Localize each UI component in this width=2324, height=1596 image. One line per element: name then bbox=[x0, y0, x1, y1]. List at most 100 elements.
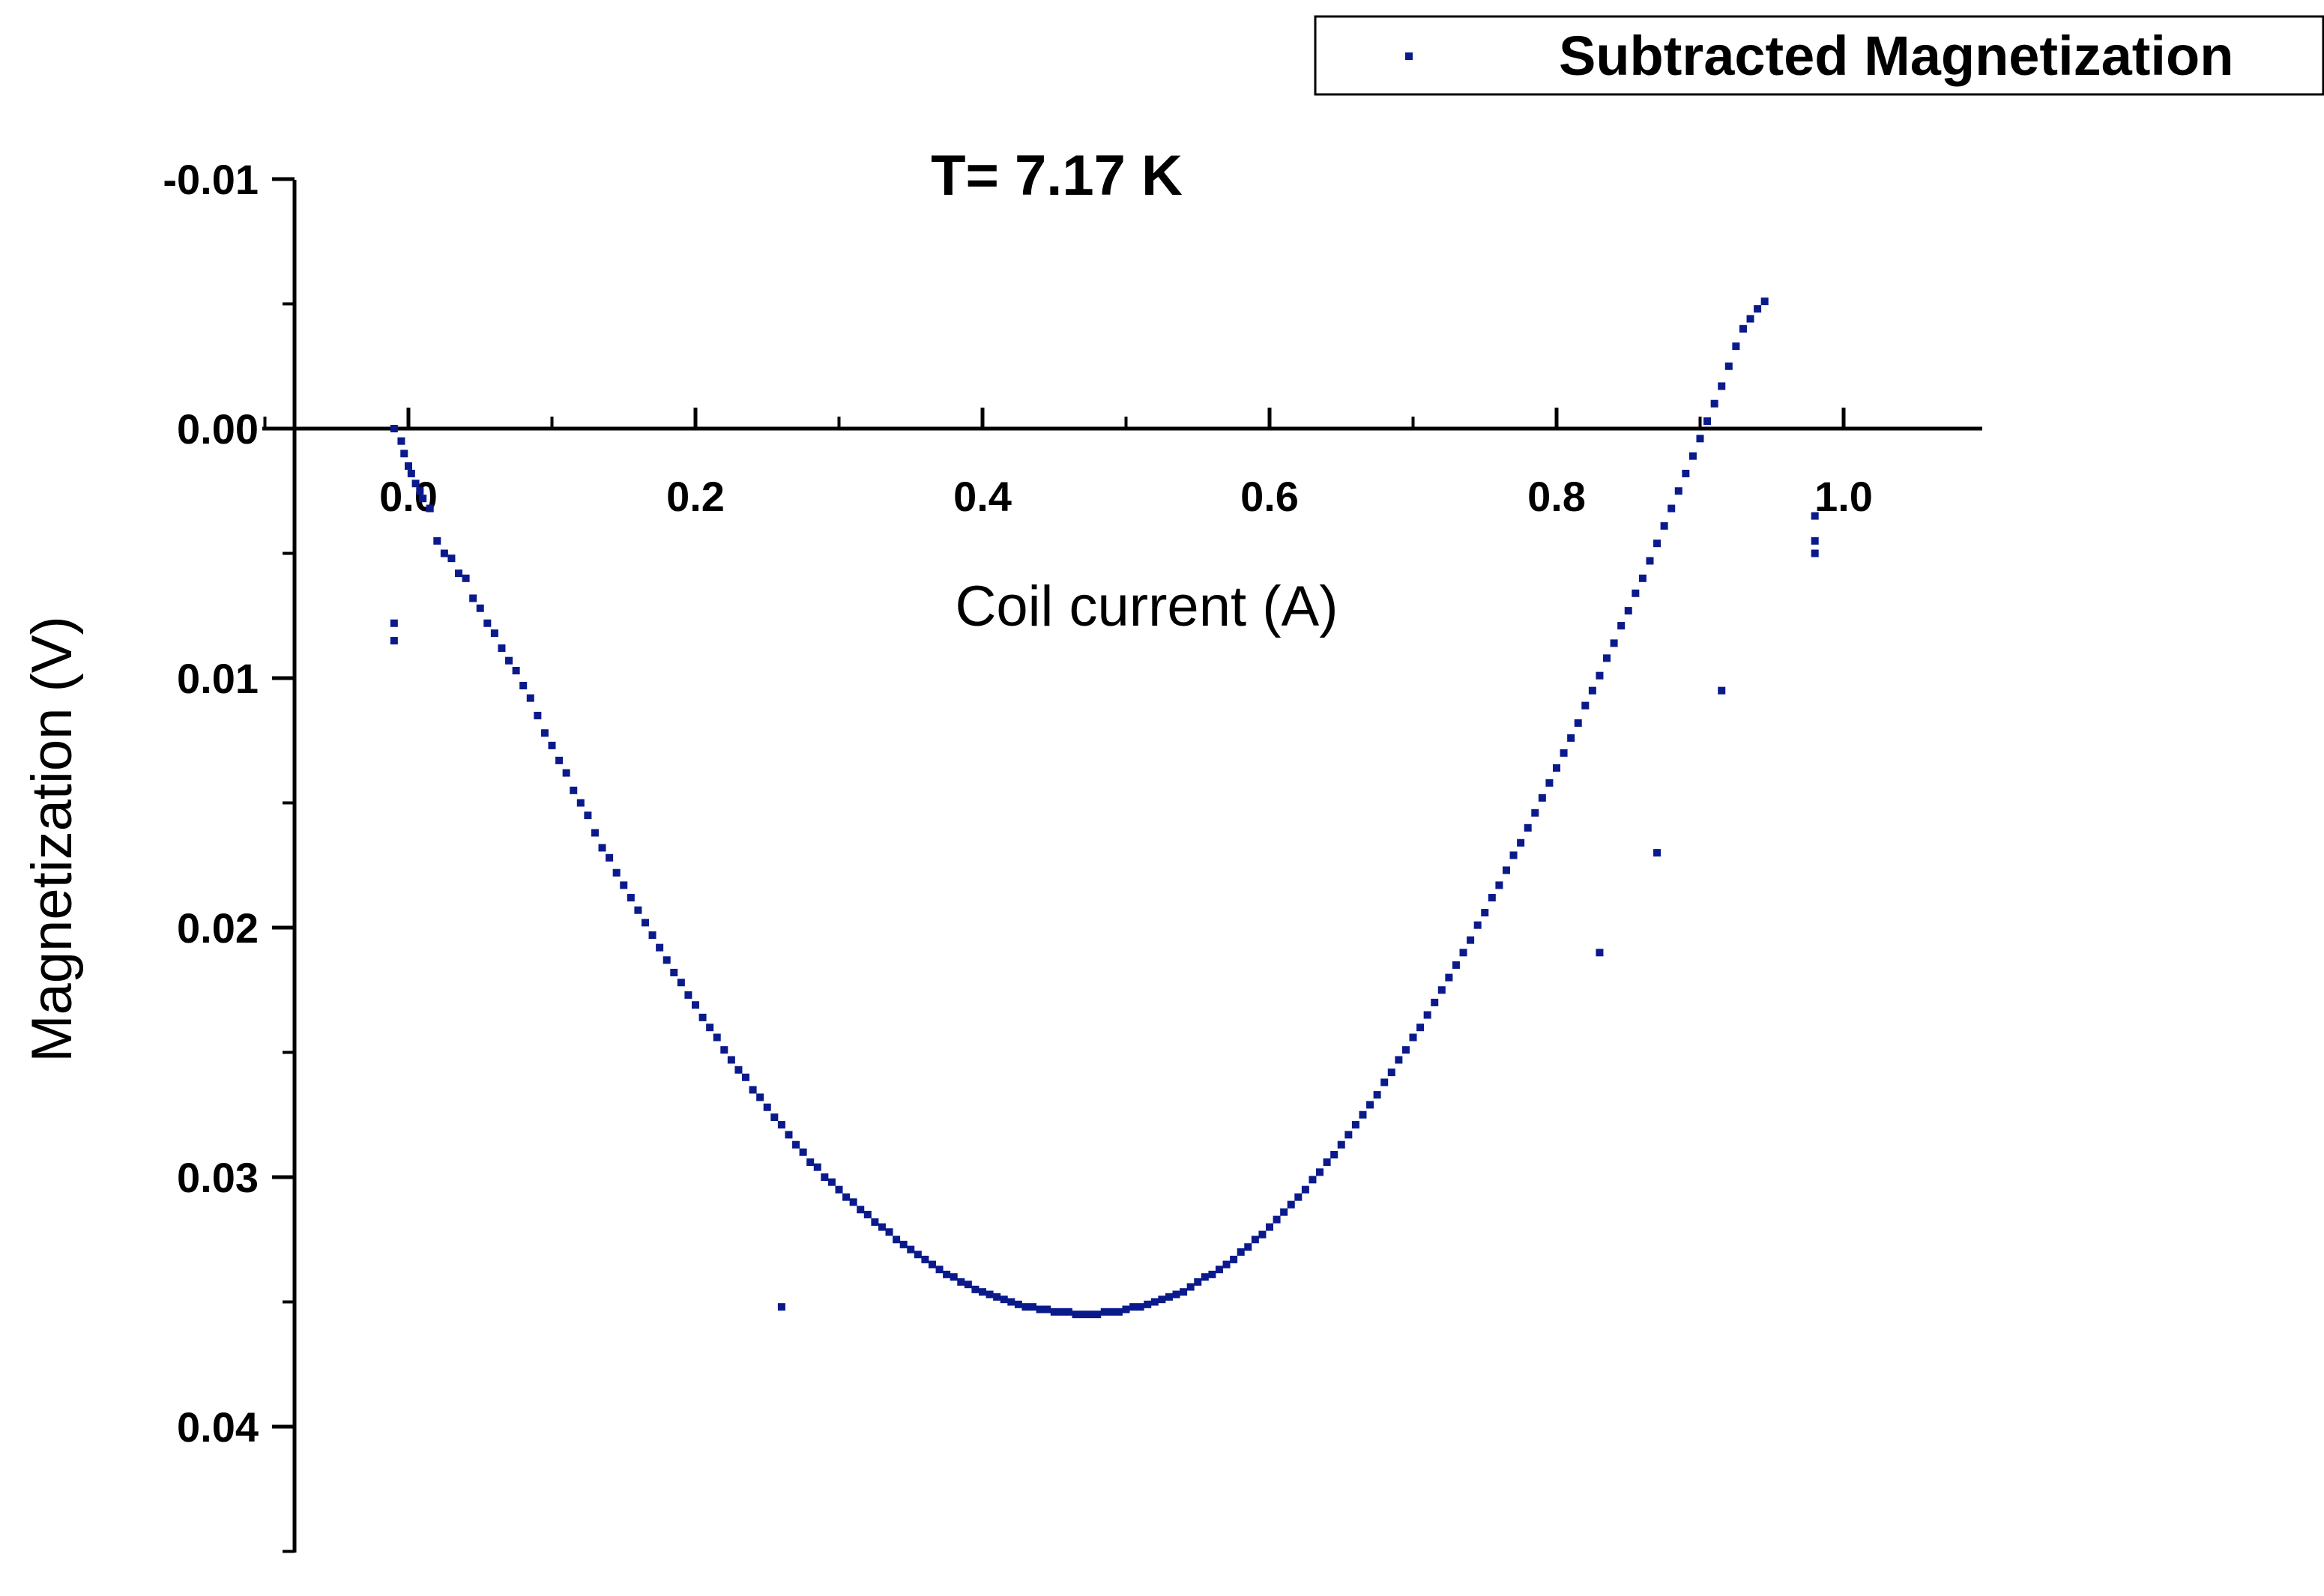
data-point bbox=[598, 844, 606, 852]
data-point bbox=[1610, 639, 1618, 647]
y-tick-label: 0.03 bbox=[177, 1154, 259, 1201]
data-point bbox=[1194, 1278, 1202, 1286]
data-point bbox=[1208, 1270, 1216, 1278]
data-point bbox=[612, 868, 621, 877]
data-point bbox=[1646, 557, 1654, 565]
data-point bbox=[1718, 382, 1726, 390]
data-point bbox=[935, 1266, 944, 1274]
data-point bbox=[455, 569, 463, 578]
data-point bbox=[1258, 1230, 1267, 1239]
data-point bbox=[1294, 1193, 1303, 1201]
data-point bbox=[1811, 536, 1819, 545]
data-point bbox=[1452, 961, 1460, 969]
data-point bbox=[1122, 1305, 1130, 1314]
data-point bbox=[390, 425, 398, 432]
data-point bbox=[483, 619, 492, 627]
data-point bbox=[1186, 1283, 1195, 1291]
data-point bbox=[1667, 504, 1676, 513]
data-point bbox=[440, 549, 448, 557]
data-point bbox=[1000, 1296, 1008, 1304]
data-point bbox=[490, 629, 498, 638]
data-point bbox=[1688, 452, 1697, 460]
data-point bbox=[462, 574, 470, 582]
data-point bbox=[1581, 701, 1590, 710]
data-point bbox=[1703, 417, 1712, 426]
data-point bbox=[1021, 1303, 1030, 1311]
data-point bbox=[416, 487, 424, 495]
data-point bbox=[1467, 936, 1475, 944]
data-point bbox=[993, 1293, 1001, 1301]
data-point bbox=[1280, 1208, 1288, 1216]
data-point bbox=[1401, 1046, 1410, 1054]
data-point bbox=[734, 1065, 743, 1074]
data-point bbox=[899, 1240, 908, 1248]
data-point bbox=[1043, 1305, 1051, 1314]
data-point bbox=[742, 1073, 750, 1081]
data-point bbox=[821, 1173, 829, 1181]
data-point bbox=[1150, 1298, 1159, 1306]
data-points bbox=[390, 297, 1819, 1319]
data-point bbox=[498, 644, 506, 653]
data-point bbox=[1710, 399, 1718, 408]
x-tick-label: 0.8 bbox=[1527, 473, 1586, 520]
data-point bbox=[548, 741, 556, 749]
data-point bbox=[1093, 1311, 1102, 1319]
chart-title: T= 7.17 K bbox=[931, 144, 1183, 208]
data-point bbox=[1517, 838, 1525, 847]
data-point bbox=[1029, 1303, 1037, 1311]
data-point bbox=[519, 681, 528, 689]
data-point bbox=[677, 979, 685, 987]
data-point bbox=[1746, 315, 1754, 323]
data-point bbox=[419, 495, 427, 503]
data-point bbox=[526, 694, 534, 702]
data-point bbox=[878, 1223, 886, 1231]
data-point bbox=[1266, 1223, 1273, 1231]
y-tick-label: 0.01 bbox=[177, 655, 259, 702]
data-point bbox=[1387, 1068, 1395, 1077]
data-point bbox=[1545, 779, 1554, 787]
data-point bbox=[1007, 1298, 1015, 1306]
data-point bbox=[756, 1093, 764, 1101]
data-point bbox=[1273, 1215, 1281, 1224]
data-point bbox=[1473, 921, 1482, 929]
data-point bbox=[849, 1198, 857, 1206]
data-point bbox=[799, 1148, 807, 1156]
data-point bbox=[857, 1206, 865, 1214]
x-tick-label: 0.0 bbox=[379, 473, 438, 520]
data-point bbox=[407, 469, 415, 477]
data-point bbox=[1811, 549, 1819, 557]
data-point bbox=[1509, 851, 1518, 859]
data-point bbox=[1359, 1110, 1367, 1119]
data-point bbox=[1617, 622, 1626, 630]
x-tick-label: 0.4 bbox=[953, 473, 1012, 520]
data-point bbox=[1144, 1300, 1152, 1308]
data-point bbox=[1072, 1311, 1080, 1319]
data-point bbox=[1244, 1243, 1252, 1251]
data-point bbox=[433, 536, 441, 545]
data-point bbox=[620, 881, 628, 889]
data-point bbox=[1682, 469, 1690, 477]
data-point bbox=[505, 656, 513, 665]
y-tick-label: 0.04 bbox=[177, 1403, 259, 1451]
data-point bbox=[907, 1245, 915, 1254]
data-point bbox=[606, 853, 614, 862]
y-axis-label: Magnetization (V) bbox=[20, 616, 84, 1063]
data-point bbox=[964, 1281, 972, 1289]
data-point bbox=[1108, 1308, 1116, 1316]
data-point bbox=[1459, 949, 1467, 957]
data-point bbox=[591, 829, 599, 837]
data-point bbox=[1172, 1290, 1180, 1299]
data-point bbox=[928, 1260, 936, 1269]
data-point bbox=[1373, 1091, 1381, 1099]
data-point bbox=[1596, 671, 1604, 680]
data-point bbox=[1596, 949, 1604, 957]
data-point bbox=[1337, 1140, 1345, 1149]
data-point bbox=[1653, 849, 1661, 857]
data-point bbox=[1316, 1168, 1324, 1176]
legend-marker bbox=[1405, 52, 1413, 60]
data-point bbox=[447, 554, 456, 563]
x-tick-label: 1.0 bbox=[1814, 473, 1873, 520]
data-point bbox=[1624, 607, 1632, 615]
data-point bbox=[842, 1193, 851, 1201]
data-point bbox=[1230, 1255, 1238, 1263]
